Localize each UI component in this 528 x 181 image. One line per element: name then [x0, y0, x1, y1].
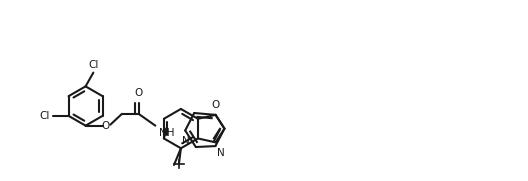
Text: O: O — [101, 121, 109, 131]
Text: O: O — [212, 100, 220, 110]
Text: O: O — [135, 88, 143, 98]
Text: N: N — [182, 136, 190, 146]
Text: Cl: Cl — [88, 60, 99, 70]
Text: Cl: Cl — [40, 111, 50, 121]
Text: N: N — [216, 148, 224, 157]
Text: NH: NH — [159, 128, 175, 138]
